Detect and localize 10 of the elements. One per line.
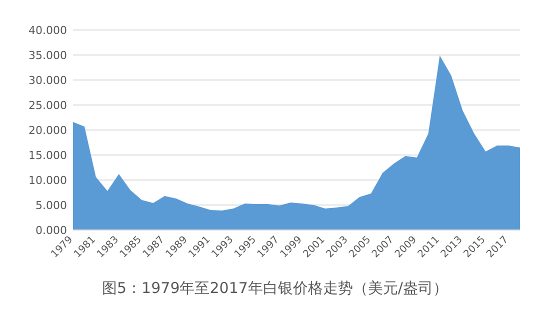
y-tick-label: 25.000 [28, 99, 67, 112]
y-tick-label: 20.000 [28, 124, 67, 137]
y-tick-label: 5.000 [36, 199, 67, 212]
y-tick-label: 0.000 [36, 224, 67, 237]
y-tick-label: 15.000 [28, 149, 67, 162]
y-tick-label: 40.000 [28, 24, 67, 37]
y-tick-label: 35.000 [28, 49, 67, 62]
y-tick-label: 30.000 [28, 74, 67, 87]
y-tick-label: 10.000 [28, 174, 67, 187]
caption: 图5：1979年至2017年白银价格走势（美元/盎司） [102, 279, 448, 297]
